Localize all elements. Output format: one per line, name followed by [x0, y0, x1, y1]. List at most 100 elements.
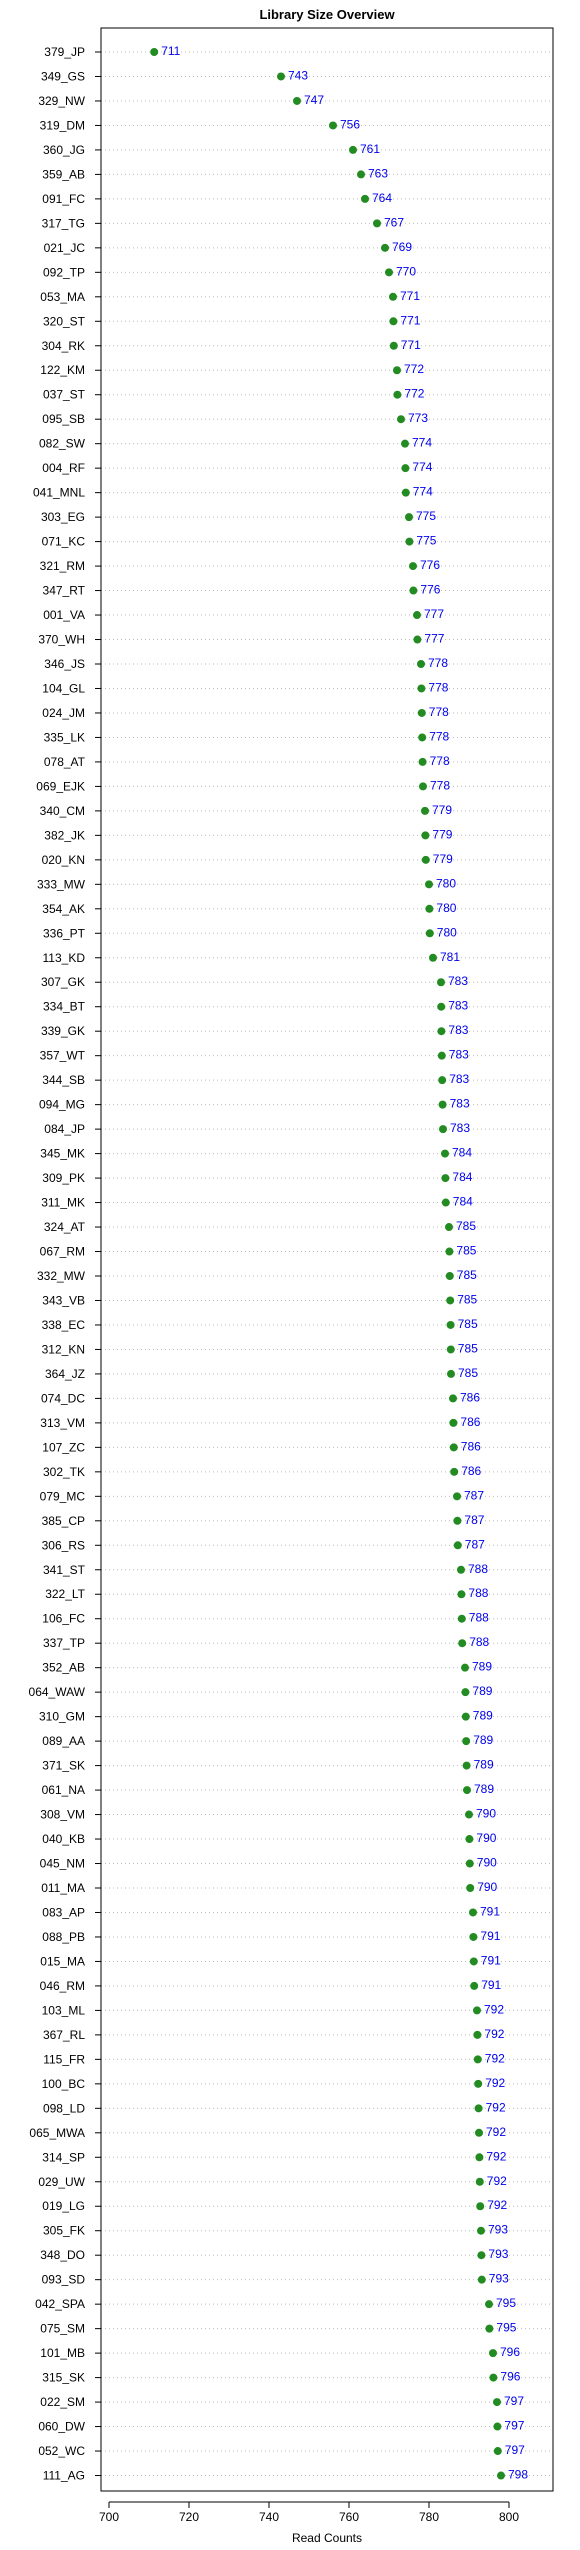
- value-label: 786: [461, 1464, 481, 1478]
- y-tick-label: 022_SM: [40, 2395, 85, 2409]
- value-label: 761: [360, 142, 380, 156]
- value-label: 792: [484, 2002, 504, 2016]
- value-label: 789: [472, 1684, 492, 1698]
- value-label: 797: [504, 2394, 524, 2408]
- y-tick-label: 338_EC: [42, 1318, 86, 1332]
- data-point: [469, 1957, 478, 1966]
- y-tick-label: 345_MK: [40, 1147, 85, 1161]
- y-tick-label: 306_RS: [42, 1538, 85, 1552]
- value-label: 780: [436, 876, 456, 890]
- y-tick-label: 094_MG: [39, 1098, 85, 1112]
- y-tick-label: 335_LK: [44, 730, 85, 744]
- x-tick-label: 780: [419, 2510, 439, 2524]
- value-label: 769: [392, 240, 412, 254]
- data-point: [405, 513, 413, 522]
- value-label: 773: [408, 411, 428, 425]
- data-point: [401, 439, 409, 448]
- y-tick-label: 019_LG: [42, 2199, 85, 2213]
- y-tick-label: 082_SW: [39, 437, 86, 451]
- value-label: 767: [384, 215, 404, 229]
- y-tick-label: 111_AG: [43, 2469, 85, 2483]
- data-point: [447, 1369, 455, 1378]
- value-label: 789: [473, 1733, 493, 1747]
- y-tick-label: 385_CP: [42, 1514, 85, 1528]
- x-tick-label: 700: [99, 2510, 119, 2524]
- data-point: [473, 2055, 482, 2064]
- data-point: [475, 2177, 484, 2186]
- y-tick-label: 095_SB: [42, 412, 85, 426]
- data-point: [418, 733, 427, 742]
- value-label: 781: [440, 950, 460, 964]
- y-tick-label: 324_AT: [44, 1220, 86, 1234]
- value-label: 779: [432, 827, 452, 841]
- value-label: 776: [420, 558, 440, 572]
- y-tick-label: 359_AB: [42, 167, 85, 181]
- value-label: 785: [457, 1292, 477, 1306]
- data-point: [293, 96, 301, 105]
- value-label: 789: [474, 1782, 494, 1796]
- value-label: 774: [412, 460, 432, 474]
- data-point: [477, 2226, 485, 2235]
- value-label: 774: [413, 485, 433, 499]
- data-point: [457, 1590, 466, 1599]
- y-tick-label: 337_TP: [43, 1636, 85, 1650]
- data-point: [361, 194, 369, 203]
- y-tick-label: 021_JC: [44, 241, 86, 255]
- y-tick-label: 317_TG: [42, 216, 85, 230]
- value-label: 778: [430, 778, 450, 792]
- y-tick-label: 332_MW: [37, 1269, 86, 1283]
- data-point: [474, 2079, 483, 2088]
- data-point: [418, 757, 427, 766]
- data-point: [401, 464, 410, 473]
- y-tick-label: 367_RL: [43, 2028, 85, 2042]
- data-point: [413, 635, 422, 644]
- x-tick-label: 800: [499, 2510, 519, 2524]
- data-point: [462, 1761, 471, 1770]
- y-tick-label: 074_DC: [41, 1391, 85, 1405]
- y-tick-label: 067_RM: [40, 1245, 85, 1259]
- value-label: 778: [428, 680, 448, 694]
- y-tick-label: 089_AA: [42, 1734, 85, 1748]
- y-tick-label: 084_JP: [44, 1122, 85, 1136]
- value-label: 743: [288, 68, 308, 82]
- y-tick-label: 001_VA: [43, 608, 85, 622]
- data-point: [473, 2030, 482, 2039]
- y-tick-label: 088_PB: [42, 1930, 85, 1944]
- y-tick-label: 020_KN: [42, 853, 85, 867]
- data-point: [485, 2300, 493, 2309]
- data-point: [425, 929, 434, 938]
- value-label: 777: [424, 632, 444, 646]
- value-label: 764: [372, 191, 392, 205]
- data-point: [463, 1786, 471, 1795]
- value-label: 793: [488, 2247, 508, 2261]
- y-tick-label: 354_AK: [42, 902, 85, 916]
- data-point: [409, 586, 418, 595]
- value-label: 791: [481, 1978, 501, 1992]
- y-tick-label: 360_JG: [43, 143, 85, 157]
- x-tick-label: 720: [179, 2510, 199, 2524]
- value-label: 790: [477, 1880, 497, 1894]
- y-tick-label: 382_JK: [44, 828, 85, 842]
- x-tick-label: 760: [339, 2510, 359, 2524]
- data-point: [497, 2471, 505, 2480]
- value-label: 791: [480, 1904, 500, 1918]
- value-label: 792: [486, 2100, 506, 2114]
- value-label: 711: [161, 44, 180, 58]
- value-label: 797: [505, 2443, 525, 2457]
- data-point: [441, 1149, 449, 1158]
- data-point: [474, 2104, 483, 2113]
- data-point: [389, 341, 398, 350]
- value-label: 792: [485, 2051, 505, 2065]
- data-point: [405, 537, 414, 546]
- y-tick-label: 113_KD: [43, 951, 86, 965]
- data-point: [493, 2422, 502, 2431]
- value-label: 780: [436, 901, 456, 915]
- y-tick-label: 115_FR: [43, 2052, 85, 2066]
- value-label: 792: [486, 2125, 506, 2139]
- value-label: 788: [469, 1635, 489, 1649]
- value-label: 778: [430, 754, 450, 768]
- data-point: [489, 2373, 498, 2382]
- data-point: [150, 48, 159, 56]
- data-point: [357, 170, 365, 179]
- data-point: [469, 1932, 478, 1941]
